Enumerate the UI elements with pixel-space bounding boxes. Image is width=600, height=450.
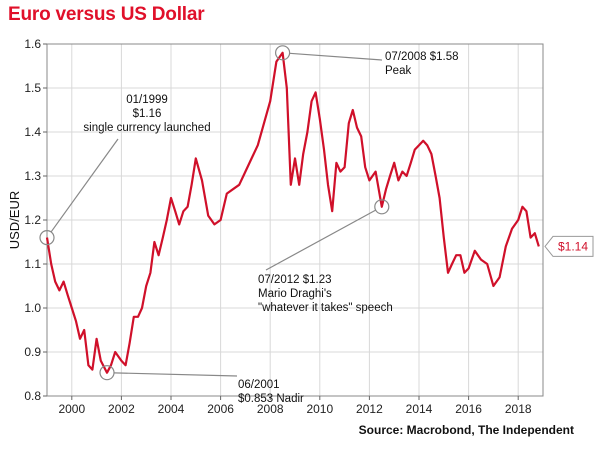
series-line <box>45 51 540 374</box>
annotation-leader <box>265 209 376 271</box>
current-value-box <box>544 235 594 257</box>
annotation-text: single currency launched <box>83 122 210 134</box>
x-tick-label: 2002 <box>108 402 135 416</box>
annotation-leader <box>113 372 238 377</box>
x-tick-label: 2010 <box>306 402 333 416</box>
chart-title: Euro versus US Dollar <box>8 4 205 25</box>
annotation-text: $1.16 <box>133 108 162 120</box>
x-tick-label: 2006 <box>207 402 234 416</box>
y-tick-label: 1.1 <box>24 257 41 271</box>
annotation-text: 07/2012 $1.23 <box>258 274 332 286</box>
annotation-text: $0.853 Nadir <box>238 393 304 405</box>
x-tick-label: 2018 <box>505 402 532 416</box>
annotation-marker <box>39 230 55 246</box>
annotation-text: 01/1999 <box>126 94 168 106</box>
annotation-text: "whatever it takes" speech <box>258 302 393 314</box>
y-tick-label: 0.9 <box>24 345 41 359</box>
y-tick-label: 1.4 <box>24 125 41 139</box>
y-tick-label: 1.5 <box>24 81 41 95</box>
annotations: 01/1999 $1.16 single currency launched 07/2… <box>39 45 459 405</box>
annotation-marker <box>275 45 291 61</box>
x-tick-label: 2012 <box>356 402 383 416</box>
y-tick-label: 1.0 <box>24 301 41 315</box>
annotation-text: Peak <box>385 65 411 77</box>
annotation-marker <box>374 199 390 215</box>
y-tick-label: 1.2 <box>24 213 41 227</box>
grid <box>47 43 543 397</box>
y-axis: 0.8 0.9 1.0 1.1 1.2 1.3 1.4 1.5 1.6 <box>24 37 47 403</box>
y-tick-label: 0.8 <box>24 389 41 403</box>
x-tick-label: 2000 <box>58 402 85 416</box>
source-note: Source: Macrobond, The Independent <box>358 423 574 437</box>
x-tick-label: 2016 <box>455 402 482 416</box>
annotation-text: 07/2008 $1.58 <box>385 51 459 63</box>
current-value-tag: $1.14 <box>544 235 594 257</box>
x-axis: 2000 2002 2004 2006 2008 2010 2012 2014 2016 2018 <box>58 396 532 416</box>
annotation-leader <box>50 138 119 233</box>
annotation-marker <box>99 365 115 381</box>
y-tick-label: 1.3 <box>24 169 41 183</box>
annotation-text: 06/2001 <box>238 379 280 391</box>
y-tick-label: 1.6 <box>24 37 41 51</box>
x-tick-label: 2014 <box>406 402 433 416</box>
x-tick-label: 2004 <box>158 402 185 416</box>
current-value-label: $1.14 <box>558 239 588 253</box>
annotation-text: Mario Draghi's <box>258 288 332 300</box>
x-tick-label: 2008 <box>257 402 284 416</box>
annotation-leader <box>289 52 383 61</box>
y-axis-label: USD/EUR <box>7 191 22 250</box>
